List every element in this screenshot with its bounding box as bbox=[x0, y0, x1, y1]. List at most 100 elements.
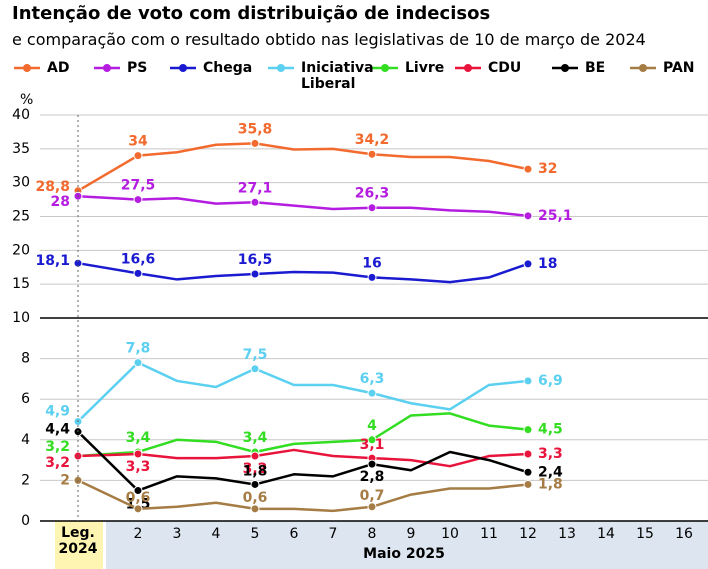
x-tick-label: 5 bbox=[251, 526, 260, 542]
point bbox=[250, 504, 260, 514]
data-label: 2,8 bbox=[360, 469, 385, 485]
point bbox=[523, 425, 533, 435]
point bbox=[367, 502, 377, 512]
series-line bbox=[77, 261, 529, 284]
data-label: 0,6 bbox=[243, 490, 268, 506]
point bbox=[133, 151, 143, 161]
data-label: 1,8 bbox=[243, 463, 268, 479]
x-tick-label: 7 bbox=[329, 526, 338, 542]
point bbox=[250, 479, 260, 489]
data-label: 35,8 bbox=[238, 121, 273, 137]
legend-dot bbox=[277, 64, 285, 72]
legend-label: Iniciativa Liberal bbox=[301, 60, 374, 92]
y-tick-label: 0 bbox=[21, 513, 30, 529]
point bbox=[250, 364, 260, 374]
legend-dot bbox=[381, 64, 389, 72]
legend-dot bbox=[561, 64, 569, 72]
data-label: 6,3 bbox=[360, 371, 385, 387]
data-label: 16 bbox=[362, 255, 381, 271]
data-label: 3,3 bbox=[538, 446, 563, 462]
point bbox=[523, 211, 533, 221]
data-label: 7,5 bbox=[243, 347, 268, 363]
data-label: 26,3 bbox=[355, 186, 390, 202]
data-label: 3,3 bbox=[126, 459, 151, 475]
point bbox=[133, 486, 143, 496]
x-tick-label: 14 bbox=[597, 526, 615, 542]
y-axis-label: % bbox=[20, 92, 33, 108]
series-line bbox=[77, 448, 529, 468]
data-label: 2 bbox=[60, 472, 70, 488]
series-line bbox=[77, 361, 529, 423]
data-label: 4 bbox=[367, 418, 377, 434]
point bbox=[133, 358, 143, 368]
x-tick-label: 10 bbox=[441, 526, 459, 542]
legend-label: PS bbox=[127, 60, 148, 76]
point bbox=[133, 195, 143, 205]
x-axis-label: Maio 2025 bbox=[363, 546, 445, 562]
data-label: 3,2 bbox=[45, 439, 70, 455]
x-tick-label: 13 bbox=[558, 526, 576, 542]
x-tick-label: Leg. 2024 bbox=[58, 525, 98, 557]
point bbox=[367, 388, 377, 398]
x-tick-label: 12 bbox=[519, 526, 537, 542]
point bbox=[367, 459, 377, 469]
y-tick-label: 6 bbox=[21, 391, 30, 407]
point bbox=[523, 376, 533, 386]
point bbox=[367, 149, 377, 159]
leg-band bbox=[55, 521, 103, 569]
point bbox=[367, 203, 377, 213]
legend-dot bbox=[639, 64, 647, 72]
x-tick-label: 3 bbox=[173, 526, 182, 542]
data-label: 3,2 bbox=[45, 455, 70, 471]
x-tick-label: 15 bbox=[636, 526, 654, 542]
point bbox=[523, 479, 533, 489]
legend-dot bbox=[23, 64, 31, 72]
legend-label: CDU bbox=[488, 60, 522, 76]
x-tick-label: 2 bbox=[134, 526, 143, 542]
data-label: 3,1 bbox=[360, 437, 385, 453]
data-label: 6,9 bbox=[538, 373, 563, 389]
y-tick-label: 40 bbox=[12, 107, 30, 123]
data-label: 27,1 bbox=[238, 180, 273, 196]
subtitle: e comparação com o resultado obtido nas … bbox=[12, 30, 646, 49]
data-label: 2,4 bbox=[538, 464, 563, 480]
legend-dot bbox=[179, 64, 187, 72]
data-label: 34 bbox=[128, 134, 148, 150]
data-label: 3,4 bbox=[126, 430, 151, 446]
point bbox=[73, 258, 83, 268]
data-label: 18 bbox=[538, 256, 557, 272]
data-label: 18,1 bbox=[35, 253, 70, 269]
x-tick-label: 6 bbox=[290, 526, 299, 542]
point bbox=[133, 268, 143, 278]
series-line bbox=[77, 430, 529, 492]
point bbox=[523, 164, 533, 174]
data-label: 27,5 bbox=[121, 178, 156, 194]
data-label: 16,5 bbox=[238, 252, 273, 268]
point bbox=[367, 435, 377, 445]
legend-label: Chega bbox=[203, 60, 253, 76]
y-tick-label: 10 bbox=[12, 310, 30, 326]
series-line bbox=[77, 142, 529, 192]
series-line bbox=[77, 194, 529, 218]
data-label: 34,2 bbox=[355, 132, 390, 148]
data-label: 25,1 bbox=[538, 208, 573, 224]
point bbox=[250, 197, 260, 207]
x-tick-label: 8 bbox=[368, 526, 377, 542]
y-tick-label: 8 bbox=[21, 351, 30, 367]
point bbox=[523, 467, 533, 477]
y-tick-label: 30 bbox=[12, 175, 30, 191]
x-axis-band bbox=[106, 521, 708, 569]
x-tick-label: 4 bbox=[212, 526, 221, 542]
data-label: 7,8 bbox=[126, 341, 151, 357]
data-label: 4,4 bbox=[45, 422, 70, 438]
point bbox=[250, 269, 260, 279]
legend-label: Livre bbox=[405, 60, 445, 76]
point bbox=[250, 138, 260, 148]
point bbox=[523, 449, 533, 459]
data-label: 28,8 bbox=[35, 179, 70, 195]
data-label: 4,5 bbox=[538, 422, 563, 438]
data-label: 3,2 bbox=[243, 461, 268, 477]
y-tick-label: 2 bbox=[21, 472, 30, 488]
point bbox=[523, 259, 533, 269]
point bbox=[250, 451, 260, 461]
